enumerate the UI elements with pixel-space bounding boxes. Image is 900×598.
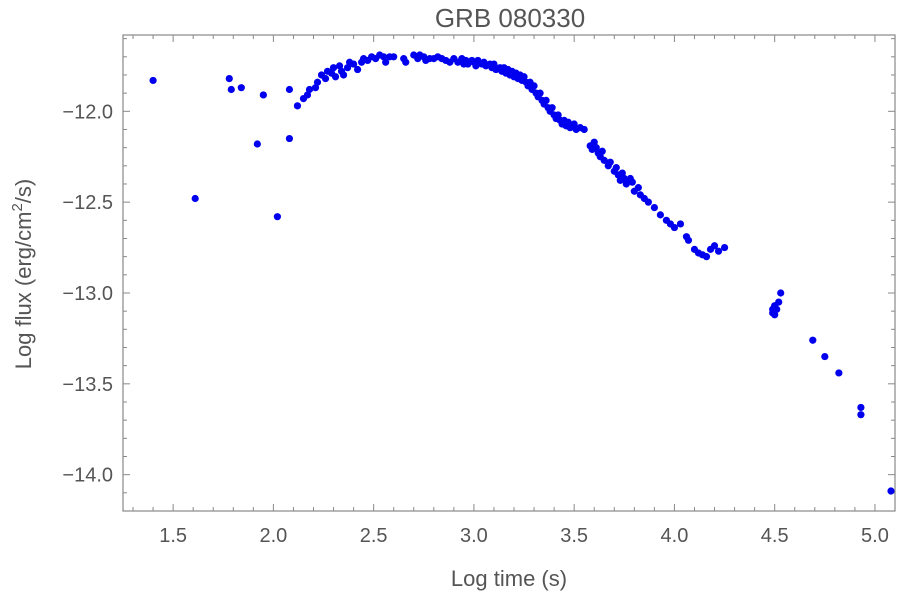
y-axis-label: Log flux (erg/cm2/s) xyxy=(9,179,36,370)
data-point xyxy=(564,118,572,126)
y-axis-label-prefix: Log flux (erg/cm xyxy=(11,212,36,370)
data-point xyxy=(656,211,664,219)
data-point xyxy=(887,487,895,495)
data-point xyxy=(285,134,294,143)
data-point xyxy=(857,403,865,412)
data-point xyxy=(710,242,719,250)
x-tick-label: 2.0 xyxy=(259,525,287,547)
data-point xyxy=(570,120,578,128)
data-point xyxy=(548,104,556,112)
y-tick-label: −13.0 xyxy=(62,283,113,305)
data-point xyxy=(311,84,320,92)
data-point xyxy=(402,58,410,66)
data-point xyxy=(650,203,658,212)
data-point xyxy=(303,91,312,99)
data-point xyxy=(354,65,362,74)
data-point xyxy=(191,194,199,203)
data-point xyxy=(580,125,588,134)
x-tick-label: 1.5 xyxy=(159,525,187,547)
y-tick-label: −12.5 xyxy=(62,192,113,214)
data-point xyxy=(380,53,388,61)
data-point xyxy=(835,369,843,377)
data-point xyxy=(349,60,358,68)
data-point xyxy=(606,158,614,166)
data-point xyxy=(536,89,544,97)
axis-ticks xyxy=(123,35,896,512)
data-point xyxy=(720,243,729,252)
x-tick-labels: 1.5 2.0 2.5 3.0 3.5 4.0 4.5 5.0 xyxy=(159,525,889,547)
x-tick-label: 4.5 xyxy=(761,525,789,547)
data-point xyxy=(293,102,302,110)
data-point xyxy=(472,62,480,70)
data-point xyxy=(809,336,817,344)
y-tick-labels: −14.0 −13.5 −13.0 −12.5 −12.0 xyxy=(62,101,113,486)
data-point xyxy=(821,352,829,361)
data-point xyxy=(329,64,338,72)
data-point xyxy=(618,169,626,177)
data-point xyxy=(259,91,267,99)
x-tick-label: 5.0 xyxy=(861,525,889,547)
data-point xyxy=(313,78,322,86)
data-point xyxy=(612,164,620,172)
x-axis-label: Log time (s) xyxy=(451,566,567,591)
data-point xyxy=(253,140,261,148)
data-point xyxy=(335,62,344,70)
x-tick-label: 3.5 xyxy=(560,525,588,547)
data-point xyxy=(390,53,398,61)
data-point xyxy=(773,305,781,313)
x-tick-label: 3.0 xyxy=(460,525,488,547)
data-point xyxy=(775,298,783,306)
data-point xyxy=(237,84,245,92)
data-point xyxy=(714,247,723,255)
data-point xyxy=(628,178,636,186)
data-point xyxy=(622,180,630,188)
data-point xyxy=(149,76,157,85)
data-point xyxy=(644,198,652,206)
data-point xyxy=(542,96,550,105)
data-point xyxy=(227,85,235,94)
data-point xyxy=(285,85,294,94)
y-axis-label-suffix: /s) xyxy=(11,179,36,203)
data-point xyxy=(702,253,711,261)
data-point xyxy=(590,138,598,146)
data-point xyxy=(273,213,281,221)
chart-title: GRB 080330 xyxy=(435,3,585,33)
data-point xyxy=(598,147,606,155)
data-point xyxy=(225,75,233,83)
data-point xyxy=(634,184,642,192)
data-point xyxy=(339,71,348,79)
data-point xyxy=(857,411,865,419)
x-tick-label: 2.5 xyxy=(360,525,388,547)
data-point xyxy=(382,58,390,66)
data-point xyxy=(490,60,498,68)
data-point xyxy=(670,223,679,232)
data-point xyxy=(331,73,340,81)
data-point xyxy=(321,75,330,83)
data-point xyxy=(620,174,628,183)
data-point xyxy=(305,85,314,94)
data-point xyxy=(592,144,600,152)
y-tick-label: −14.0 xyxy=(62,465,113,487)
data-point xyxy=(676,220,685,228)
data-point xyxy=(530,82,538,90)
data-point xyxy=(600,156,608,164)
data-point xyxy=(520,73,528,81)
data-point xyxy=(343,64,352,72)
y-tick-label: −12.0 xyxy=(62,101,113,123)
plot-frame xyxy=(122,34,896,512)
data-point xyxy=(684,236,693,244)
data-point xyxy=(771,311,779,319)
y-axis-label-sup: 2 xyxy=(9,203,26,211)
data-points xyxy=(149,51,895,495)
y-tick-label: −13.5 xyxy=(62,374,113,396)
data-point xyxy=(554,111,562,119)
data-point xyxy=(777,289,785,297)
x-tick-label: 4.0 xyxy=(661,525,689,547)
